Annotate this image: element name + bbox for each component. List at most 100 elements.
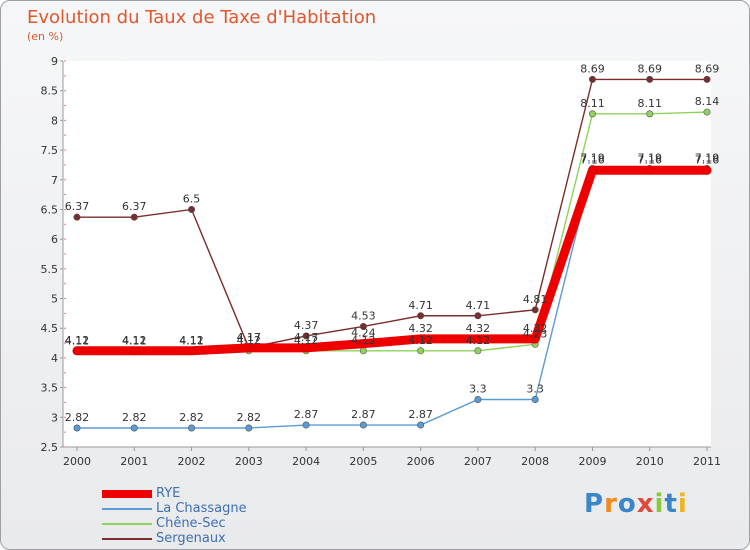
data-label: 7.16 <box>637 153 662 166</box>
data-label: 2.82 <box>65 411 90 424</box>
data-label: 2.82 <box>179 411 204 424</box>
data-point <box>473 334 483 344</box>
x-tick-label: 2010 <box>636 455 664 468</box>
brand-letter: P <box>584 489 605 519</box>
data-label: 4.11 <box>179 334 204 347</box>
x-tick-label: 2000 <box>63 455 91 468</box>
x-tick-label: 2002 <box>178 455 206 468</box>
brand-letter: x <box>636 489 655 519</box>
data-label: 4.12 <box>122 334 147 347</box>
data-point <box>187 346 196 356</box>
legend-label: RYE <box>156 486 181 501</box>
data-label: 6.5 <box>183 192 201 205</box>
data-point <box>703 75 711 83</box>
data-point <box>359 421 367 429</box>
y-tick-label: 5.5 <box>41 263 59 276</box>
data-label: 4.32 <box>523 322 548 335</box>
data-label: 4.12 <box>294 334 319 347</box>
data-label: 4.12 <box>466 334 491 347</box>
chart-title: Evolution du Taux de Taxe d'Habitation <box>27 7 377 28</box>
data-label: 6.37 <box>122 200 147 213</box>
data-label: 2.87 <box>294 408 319 421</box>
data-label: 4.12 <box>237 334 262 347</box>
data-label: 4.71 <box>408 299 433 312</box>
brand-letter: i <box>654 489 665 519</box>
data-point <box>359 339 368 348</box>
data-point <box>588 165 597 175</box>
chart-unit: (en %) <box>27 30 64 43</box>
data-point <box>245 424 253 432</box>
x-tick-label: 2009 <box>578 455 606 468</box>
data-point <box>474 347 482 355</box>
legend-swatch <box>102 490 152 498</box>
data-label: 6.37 <box>65 200 90 213</box>
data-label: 2.87 <box>408 408 433 421</box>
brand-letter: o <box>617 489 637 519</box>
data-label: 4.32 <box>408 322 433 335</box>
x-tick-label: 2003 <box>235 455 263 468</box>
data-label: 4.17 <box>294 331 319 344</box>
data-label: 8.69 <box>580 62 605 75</box>
x-tick-label: 2006 <box>407 455 435 468</box>
y-tick-label: 6.5 <box>41 203 59 216</box>
legend-label: Sergenaux <box>156 531 226 546</box>
data-point <box>417 347 425 355</box>
data-point <box>130 424 138 432</box>
data-label: 7.19 <box>580 151 605 164</box>
data-label: 8.69 <box>637 62 662 75</box>
data-label: 4.17 <box>237 331 262 344</box>
y-tick-label: 4 <box>51 352 58 365</box>
data-label: 7.19 <box>637 151 662 164</box>
x-tick-label: 2008 <box>521 455 549 468</box>
data-label: 8.11 <box>580 97 605 110</box>
data-point <box>417 421 425 429</box>
y-tick-label: 3 <box>51 411 58 424</box>
data-label: 2.82 <box>122 411 147 424</box>
x-tick-label: 2001 <box>120 455 148 468</box>
data-point <box>703 108 711 116</box>
data-point <box>646 110 654 118</box>
y-tick-label: 3.5 <box>41 382 59 395</box>
brand-letter: r <box>604 489 618 519</box>
data-label: 4.12 <box>408 334 433 347</box>
data-label: 3.3 <box>526 382 544 395</box>
data-label: 4.11 <box>65 334 90 347</box>
data-point <box>73 424 81 432</box>
data-label: 4.32 <box>466 322 491 335</box>
data-point <box>188 205 196 213</box>
plot-area <box>63 61 711 447</box>
data-label: 4.24 <box>351 327 376 340</box>
data-label: 7.16 <box>580 153 605 166</box>
series-line-rye <box>72 165 712 356</box>
data-point <box>359 347 367 355</box>
series-line-sergenaux <box>77 78 707 349</box>
y-tick-label: 2.5 <box>41 441 59 454</box>
legend-label: Chêne-Sec <box>156 516 226 531</box>
y-tick-label: 8.5 <box>41 85 59 98</box>
data-label: 8.69 <box>695 62 720 75</box>
data-label: 4.53 <box>351 309 376 322</box>
legend-swatch <box>102 523 152 525</box>
x-tick-label: 2011 <box>693 455 721 468</box>
brand-logo: Proxiti <box>584 489 688 519</box>
data-point <box>130 213 138 221</box>
data-point <box>301 343 311 353</box>
data-point <box>302 421 310 429</box>
data-point <box>302 332 310 340</box>
data-point <box>359 322 367 330</box>
data-point <box>73 213 81 221</box>
data-label: 4.23 <box>523 327 548 340</box>
data-point <box>72 346 82 356</box>
y-tick-label: 7 <box>51 174 58 187</box>
data-point <box>530 334 540 344</box>
brand-letter: i <box>677 489 688 519</box>
legend-swatch <box>102 508 152 510</box>
data-label: 7.19 <box>695 151 720 164</box>
data-point <box>702 165 712 175</box>
y-tick-label: 9 <box>51 55 58 68</box>
x-tick-label: 2005 <box>349 455 377 468</box>
data-label: 2.87 <box>351 408 376 421</box>
data-label: 2.82 <box>237 411 262 424</box>
